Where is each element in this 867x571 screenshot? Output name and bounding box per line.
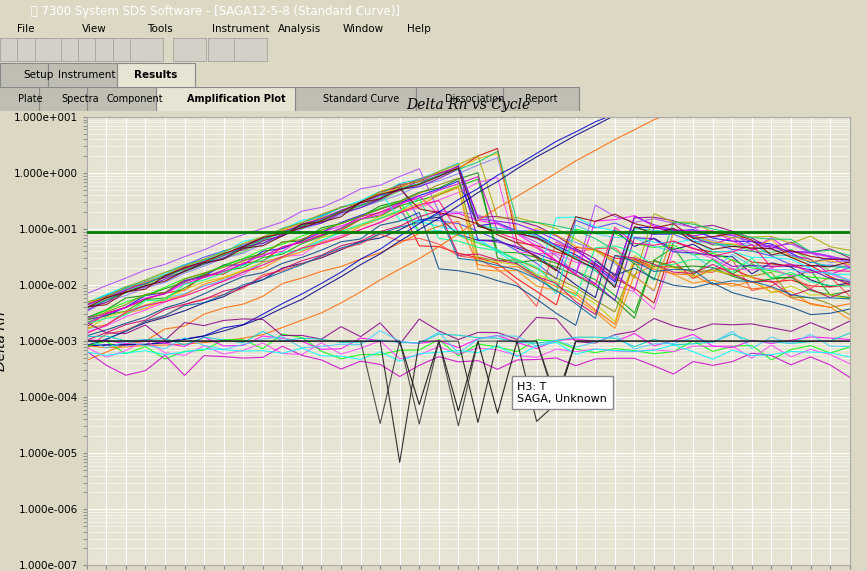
Text: Tools: Tools bbox=[147, 24, 173, 34]
FancyBboxPatch shape bbox=[173, 38, 206, 61]
Text: H3: T
SAGA, Unknown: H3: T SAGA, Unknown bbox=[517, 382, 607, 404]
FancyBboxPatch shape bbox=[0, 63, 78, 87]
FancyBboxPatch shape bbox=[17, 38, 50, 61]
Text: Standard Curve: Standard Curve bbox=[323, 94, 399, 104]
FancyBboxPatch shape bbox=[87, 87, 184, 111]
FancyBboxPatch shape bbox=[35, 38, 68, 61]
FancyBboxPatch shape bbox=[117, 63, 195, 87]
FancyBboxPatch shape bbox=[0, 87, 65, 111]
Y-axis label: Delta Rn: Delta Rn bbox=[0, 311, 8, 371]
Text: Instrument: Instrument bbox=[58, 70, 115, 81]
FancyBboxPatch shape bbox=[113, 38, 146, 61]
Title: Delta Rn vs Cycle: Delta Rn vs Cycle bbox=[406, 98, 531, 112]
Text: Results: Results bbox=[134, 70, 178, 81]
FancyBboxPatch shape bbox=[95, 38, 128, 61]
Text: Setup: Setup bbox=[23, 70, 55, 81]
FancyBboxPatch shape bbox=[0, 38, 33, 61]
FancyBboxPatch shape bbox=[78, 38, 111, 61]
Text: Spectra: Spectra bbox=[62, 94, 100, 104]
FancyBboxPatch shape bbox=[61, 38, 94, 61]
FancyBboxPatch shape bbox=[295, 87, 427, 111]
Text: Analysis: Analysis bbox=[277, 24, 321, 34]
FancyBboxPatch shape bbox=[156, 87, 316, 111]
Text: Report: Report bbox=[525, 94, 557, 104]
FancyBboxPatch shape bbox=[130, 38, 163, 61]
Text: View: View bbox=[82, 24, 108, 34]
Text: File: File bbox=[17, 24, 35, 34]
FancyBboxPatch shape bbox=[416, 87, 534, 111]
Text: Component: Component bbox=[107, 94, 164, 104]
Text: Window: Window bbox=[342, 24, 383, 34]
FancyBboxPatch shape bbox=[208, 38, 241, 61]
Text: Plate: Plate bbox=[18, 94, 42, 104]
FancyBboxPatch shape bbox=[234, 38, 267, 61]
Text: 💻 7300 System SDS Software - [SAGA12-5-8 (Standard Curve)]: 💻 7300 System SDS Software - [SAGA12-5-8… bbox=[26, 6, 400, 18]
Text: Instrument: Instrument bbox=[212, 24, 270, 34]
FancyBboxPatch shape bbox=[48, 63, 126, 87]
Text: Help: Help bbox=[407, 24, 431, 34]
Text: Amplification Plot: Amplification Plot bbox=[186, 94, 285, 104]
FancyBboxPatch shape bbox=[39, 87, 122, 111]
FancyBboxPatch shape bbox=[503, 87, 579, 111]
Text: Dissociation: Dissociation bbox=[446, 94, 505, 104]
